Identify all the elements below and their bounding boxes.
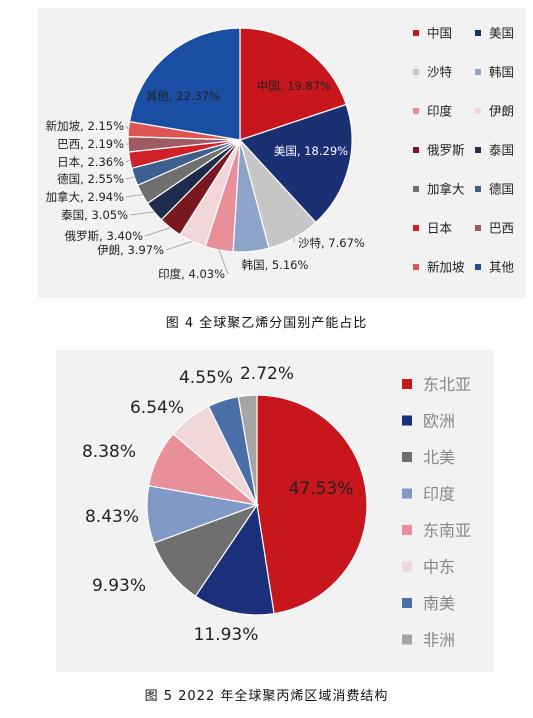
fig4-legend-label: 伊朗: [489, 104, 514, 119]
fig4-leader-line: [144, 227, 171, 237]
fig4-legend-swatch: [475, 108, 481, 114]
fig5-data-label: 11.93%: [194, 625, 259, 645]
fig4-leader-line: [125, 194, 143, 198]
fig4-data-label: 巴西, 2.19%: [57, 137, 124, 151]
fig5-data-label: 8.43%: [85, 507, 139, 527]
fig5-data-label: 47.53%: [289, 479, 354, 499]
fig4-data-label: 伊朗, 3.97%: [97, 243, 164, 257]
fig4-legend-swatch: [413, 186, 419, 192]
fig5-slice-0: [256, 394, 368, 615]
fig4-legend-label: 泰国: [489, 143, 514, 158]
fig4-legend-label: 印度: [427, 104, 453, 119]
fig4-data-labels: 中国, 19.87% 美国, 18.29% 沙特, 7.67% 韩国, 5.16% 印度…: [46, 79, 365, 281]
fig4-legend-label: 德国: [489, 182, 514, 197]
fig4-legend-label: 俄罗斯: [427, 143, 465, 158]
fig4-leader-line: [218, 249, 229, 275]
fig4-legend-swatch: [413, 147, 419, 153]
fig4-leader-line: [125, 159, 130, 163]
fig4-legend-label: 美国: [489, 26, 514, 41]
fig4-data-label: 日本, 2.36%: [57, 155, 124, 169]
fig4-slice-1: [238, 103, 353, 224]
fig4-legend-label: 巴西: [489, 221, 514, 236]
fig4-legend-label: 加拿大: [427, 182, 465, 197]
figure-5-caption: 图 5 2022 年全球聚丙烯区域消费结构: [144, 689, 389, 704]
fig4-legend-label: 沙特: [427, 65, 452, 80]
fig4-leader-line: [125, 176, 135, 180]
fig4-leader-line: [129, 211, 155, 216]
fig4-legend-swatch: [475, 264, 481, 270]
fig4-pie: [127, 27, 353, 253]
fig5-slice-7: [237, 394, 258, 506]
fig5-legend-label: 非洲: [423, 630, 455, 649]
fig5-legend-label: 北美: [423, 448, 455, 467]
fig5-data-label: 2.72%: [240, 364, 294, 384]
fig4-data-label: 新加坡, 2.15%: [46, 119, 124, 133]
fig5-legend-label: 东南亚: [423, 521, 471, 540]
fig4-legend-swatch: [475, 147, 481, 153]
fig5-legend-label: 南美: [423, 594, 455, 613]
fig4-leader-line: [125, 125, 129, 130]
figure-4-caption: 图 4 全球聚乙烯分国别产能占比: [165, 316, 368, 331]
fig4-legend-swatch: [413, 225, 419, 231]
fig4-leader-line: [165, 240, 193, 251]
fig4-legend-swatch: [475, 30, 481, 36]
fig5-legend-swatch: [402, 488, 412, 499]
fig5-pie: [146, 394, 368, 616]
fig4-legend-label: 韩国: [489, 65, 514, 80]
fig4-legend-label: 中国: [427, 26, 452, 41]
fig5-legend-label: 东北亚: [423, 375, 471, 394]
fig5-legend-label: 欧洲: [423, 411, 455, 430]
fig5-data-label: 9.93%: [92, 576, 146, 596]
fig5-legend-swatch: [402, 561, 412, 572]
fig4-data-label: 加拿大, 2.94%: [46, 190, 124, 204]
fig4-legend-swatch: [413, 69, 419, 75]
fig5-data-label: 4.55%: [179, 368, 233, 388]
fig4-legend-swatch: [413, 30, 419, 36]
fig5-data-labels: 47.53% 11.93% 9.93% 8.43% 8.38% 6.54% 4.55% 2.7…: [82, 364, 353, 645]
fig5-slice-1: [194, 503, 275, 616]
fig5-legend-label: 印度: [423, 484, 455, 503]
fig5-legend-label: 中东: [423, 557, 455, 576]
fig5-legend-swatch: [402, 452, 412, 462]
fig4-legend-swatch: [475, 186, 481, 192]
fig5-legend-swatch: [402, 379, 412, 389]
fig4-legend-label: 其他: [489, 260, 515, 275]
fig4-data-label: 印度, 4.03%: [158, 267, 225, 281]
fig4-legend-label: 新加坡: [427, 260, 465, 275]
fig4-legend-swatch: [475, 225, 481, 231]
fig5-legend-swatch: [402, 598, 412, 608]
fig4-data-label: 泰国, 3.05%: [61, 208, 128, 222]
fig5-legend-swatch: [402, 634, 412, 645]
fig4-data-label: 中国, 19.87%: [257, 79, 331, 93]
fig5-data-label: 6.54%: [130, 398, 184, 418]
fig4-data-label: 韩国, 5.16%: [242, 258, 309, 272]
fig5-data-label: 8.38%: [82, 442, 136, 462]
fig5-legend-swatch: [402, 525, 412, 535]
fig4-data-label: 其他, 22.37%: [146, 89, 220, 103]
fig4-slice-13: [128, 27, 241, 141]
fig4-data-label: 沙特, 7.67%: [298, 236, 365, 250]
fig4-legend-swatch: [475, 69, 481, 75]
fig4-data-label: 俄罗斯, 3.40%: [65, 229, 143, 243]
fig4-slice-0: [239, 27, 347, 141]
fig4-data-label: 美国, 18.29%: [274, 144, 348, 158]
fig4-legend-swatch: [413, 264, 419, 270]
fig4-data-label: 德国, 2.55%: [57, 172, 124, 186]
fig4-legend-label: 日本: [427, 221, 453, 236]
fig4-legend-swatch: [413, 108, 419, 114]
fig5-legend-swatch: [402, 415, 412, 426]
